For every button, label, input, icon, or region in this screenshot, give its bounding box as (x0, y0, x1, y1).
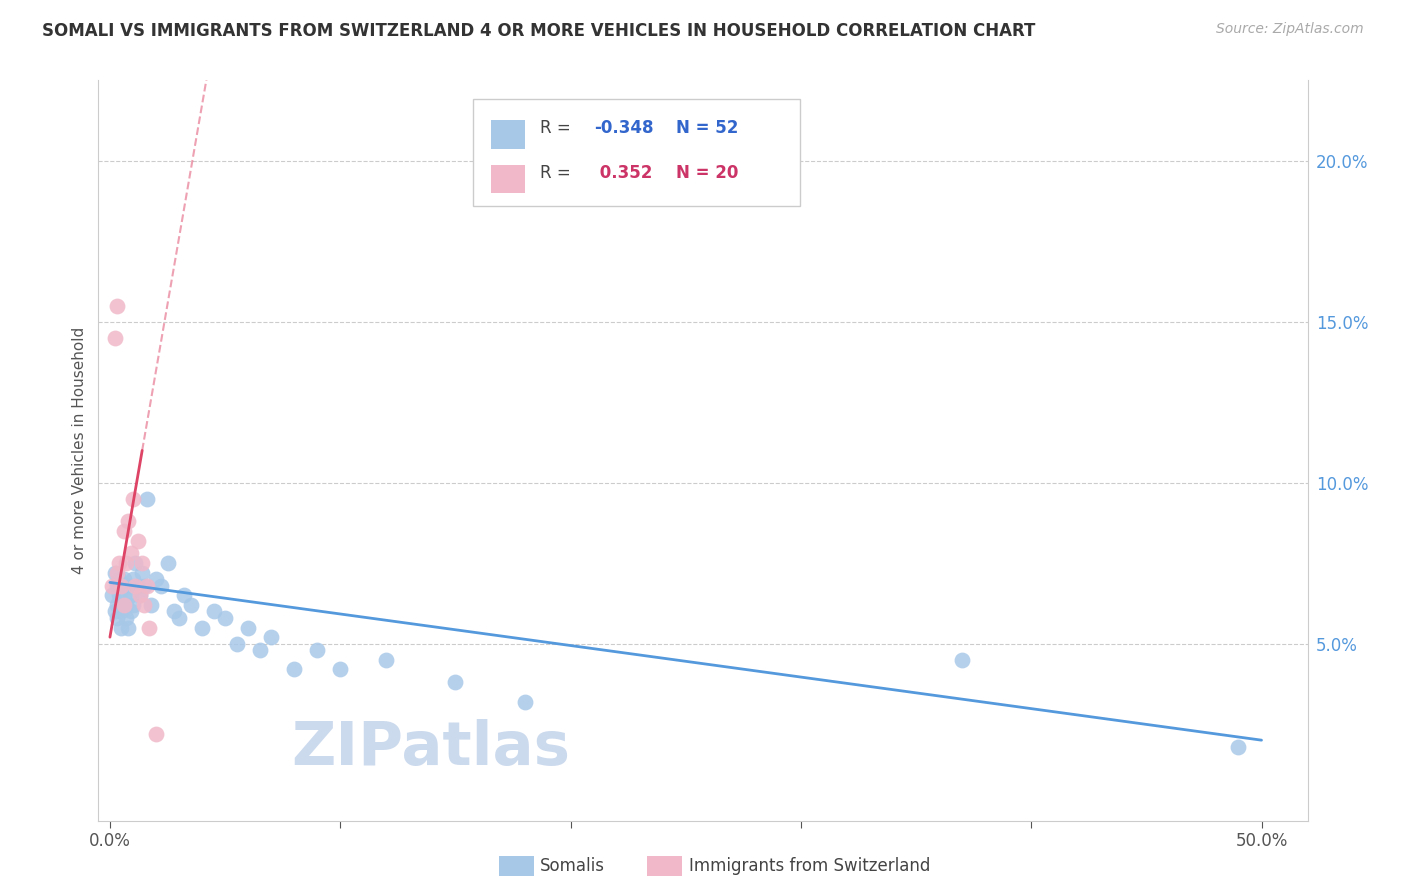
Point (115, 579, 138, 593)
Point (112, 524, 135, 538)
Point (214, 611, 236, 625)
Text: N = 52: N = 52 (676, 120, 738, 137)
Point (180, 598, 202, 612)
Point (120, 604, 142, 618)
Point (1227, 739, 1250, 754)
Point (236, 620, 259, 634)
Point (145, 572, 167, 586)
Point (108, 588, 131, 602)
Point (173, 588, 195, 602)
Point (191, 620, 214, 634)
Point (124, 556, 146, 570)
Text: ZIPatlas: ZIPatlas (291, 719, 571, 778)
Point (124, 579, 146, 593)
Text: 0.352: 0.352 (595, 164, 652, 182)
Point (135, 491, 157, 506)
Point (120, 588, 142, 602)
Point (110, 579, 132, 593)
Point (134, 579, 156, 593)
Point (103, 331, 125, 345)
Point (444, 675, 467, 690)
Point (105, 299, 128, 313)
Point (329, 662, 352, 676)
Point (108, 572, 131, 586)
Point (249, 643, 271, 657)
Point (101, 588, 124, 602)
Point (950, 653, 973, 667)
Point (135, 579, 157, 593)
Point (115, 611, 138, 625)
Point (138, 620, 160, 634)
Point (141, 598, 163, 612)
Point (108, 556, 131, 570)
Text: Somalis: Somalis (540, 857, 605, 875)
Point (260, 630, 283, 644)
Text: -0.348: -0.348 (595, 120, 654, 137)
Point (202, 604, 225, 618)
Point (167, 611, 190, 625)
Point (134, 598, 156, 612)
Point (163, 604, 186, 618)
Point (117, 514, 139, 528)
Point (156, 556, 179, 570)
Point (110, 620, 132, 634)
Point (115, 556, 138, 570)
Point (105, 579, 128, 593)
Point (117, 620, 139, 634)
Y-axis label: 4 or more Vehicles in Household: 4 or more Vehicles in Household (72, 326, 87, 574)
Point (127, 533, 149, 548)
Point (105, 611, 128, 625)
Point (128, 588, 150, 602)
FancyBboxPatch shape (474, 99, 800, 206)
Point (131, 566, 153, 580)
Point (120, 546, 142, 560)
Point (112, 598, 135, 612)
Text: N = 20: N = 20 (676, 164, 738, 182)
Point (122, 598, 145, 612)
Text: R =: R = (540, 164, 576, 182)
Point (149, 579, 172, 593)
Point (128, 588, 150, 602)
Point (375, 653, 398, 667)
Point (105, 566, 128, 580)
Point (103, 604, 125, 618)
Point (110, 604, 132, 618)
Text: SOMALI VS IMMIGRANTS FROM SWITZERLAND 4 OR MORE VEHICLES IN HOUSEHOLD CORRELATIO: SOMALI VS IMMIGRANTS FROM SWITZERLAND 4 … (42, 22, 1036, 40)
Point (112, 572, 135, 586)
Point (122, 572, 145, 586)
Text: Source: ZipAtlas.com: Source: ZipAtlas.com (1216, 22, 1364, 37)
Point (103, 566, 125, 580)
Point (307, 643, 329, 657)
Point (145, 727, 167, 741)
Text: Immigrants from Switzerland: Immigrants from Switzerland (689, 857, 931, 875)
Text: R =: R = (540, 120, 576, 137)
FancyBboxPatch shape (492, 165, 526, 194)
Point (283, 662, 305, 676)
Point (112, 588, 135, 602)
Point (105, 598, 128, 612)
Point (122, 491, 145, 506)
Point (117, 579, 139, 593)
Point (131, 556, 153, 570)
Point (101, 579, 124, 593)
FancyBboxPatch shape (492, 120, 526, 149)
Point (513, 694, 536, 708)
Point (127, 579, 149, 593)
Point (115, 598, 138, 612)
Point (225, 637, 247, 651)
Point (110, 579, 132, 593)
Point (112, 598, 135, 612)
